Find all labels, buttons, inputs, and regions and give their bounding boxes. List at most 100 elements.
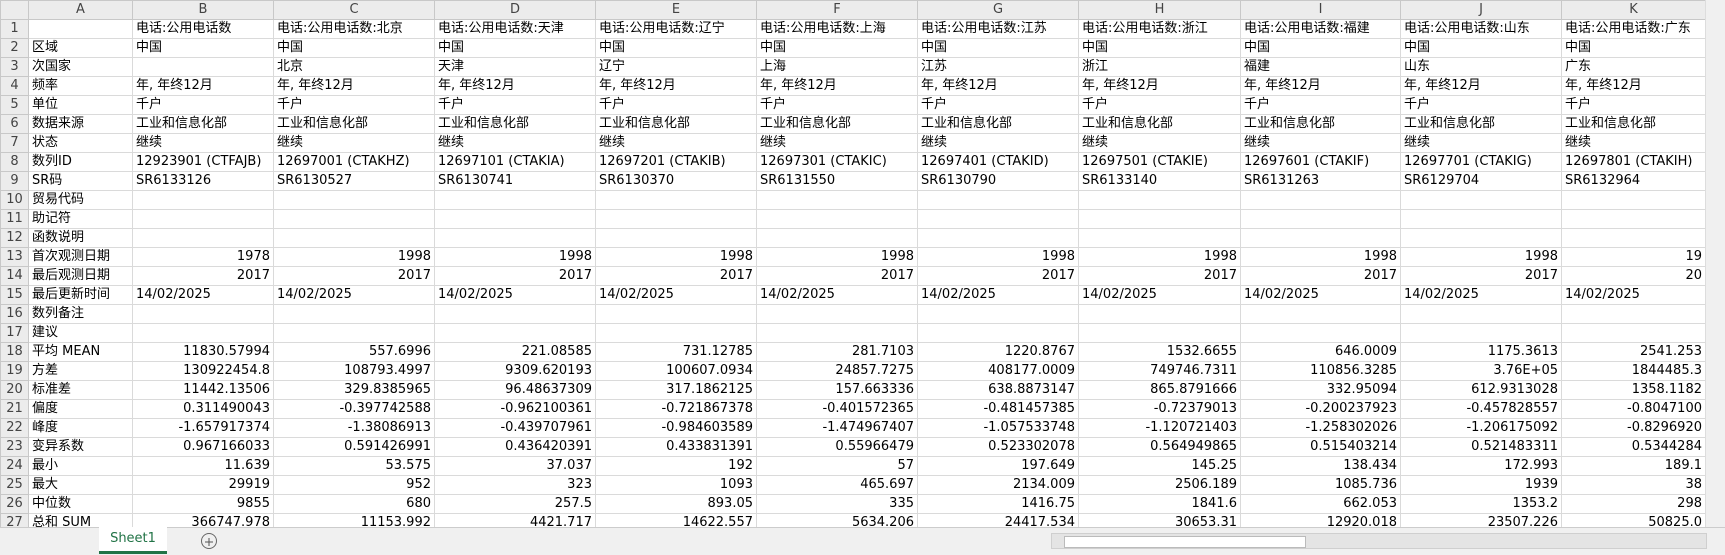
- cell[interactable]: 2017: [595, 266, 757, 286]
- cell[interactable]: 年, 年终12月: [1240, 76, 1401, 96]
- cell[interactable]: -1.206175092: [1400, 418, 1562, 438]
- cell[interactable]: 山东: [1400, 57, 1562, 77]
- cell[interactable]: 612.9313028: [1400, 380, 1562, 400]
- cell[interactable]: 0.523302078: [917, 437, 1079, 457]
- cell[interactable]: -1.657917374: [132, 418, 274, 438]
- cell[interactable]: 38: [1561, 475, 1705, 495]
- cell[interactable]: 108793.4997: [273, 361, 435, 381]
- cell[interactable]: [1400, 228, 1562, 248]
- cell[interactable]: 浙江: [1078, 57, 1241, 77]
- cell[interactable]: 172.993: [1400, 456, 1562, 476]
- column-header[interactable]: B: [132, 0, 274, 20]
- cell[interactable]: [132, 190, 274, 210]
- row-header[interactable]: 26: [0, 494, 29, 514]
- cell[interactable]: 工业和信息化部: [1561, 114, 1705, 134]
- cell[interactable]: 1358.1182: [1561, 380, 1705, 400]
- cell[interactable]: 继续: [273, 133, 435, 153]
- row-header[interactable]: 2: [0, 38, 29, 58]
- cell[interactable]: 工业和信息化部: [1240, 114, 1401, 134]
- cell[interactable]: 变异系数: [28, 437, 133, 457]
- cell[interactable]: 50825.0: [1561, 513, 1705, 527]
- cell[interactable]: 749746.7311: [1078, 361, 1241, 381]
- row-header[interactable]: 21: [0, 399, 29, 419]
- column-header[interactable]: H: [1078, 0, 1241, 20]
- vertical-scrollbar[interactable]: [1705, 0, 1725, 527]
- cell[interactable]: 893.05: [595, 494, 757, 514]
- cell[interactable]: [273, 209, 435, 229]
- cell[interactable]: 电话:公用电话数:江苏: [917, 19, 1079, 39]
- cell[interactable]: 11.639: [132, 456, 274, 476]
- cell[interactable]: SR6131263: [1240, 171, 1401, 191]
- cell[interactable]: 2017: [1240, 266, 1401, 286]
- cell[interactable]: 12697401 (CTAKID): [917, 152, 1079, 172]
- cell[interactable]: 2541.253: [1561, 342, 1705, 362]
- cell[interactable]: [917, 304, 1079, 324]
- cell[interactable]: 2134.009: [917, 475, 1079, 495]
- cell[interactable]: 0.515403214: [1240, 437, 1401, 457]
- cell[interactable]: 1532.6655: [1078, 342, 1241, 362]
- cell[interactable]: 中国: [1561, 38, 1705, 58]
- cell[interactable]: 千户: [273, 95, 435, 115]
- cell[interactable]: 千户: [917, 95, 1079, 115]
- cell[interactable]: [132, 57, 274, 77]
- cell[interactable]: 0.433831391: [595, 437, 757, 457]
- cell[interactable]: 工业和信息化部: [273, 114, 435, 134]
- cell[interactable]: 最大: [28, 475, 133, 495]
- cell[interactable]: 0.436420391: [434, 437, 596, 457]
- cell[interactable]: 中国: [434, 38, 596, 58]
- row-header[interactable]: 20: [0, 380, 29, 400]
- cell[interactable]: 197.649: [917, 456, 1079, 476]
- cell[interactable]: 电话:公用电话数:山东: [1400, 19, 1562, 39]
- cell[interactable]: 千户: [132, 95, 274, 115]
- cell[interactable]: 12697101 (CTAKIA): [434, 152, 596, 172]
- cell[interactable]: [917, 228, 1079, 248]
- cell[interactable]: 281.7103: [756, 342, 918, 362]
- cell[interactable]: 千户: [434, 95, 596, 115]
- cell[interactable]: 上海: [756, 57, 918, 77]
- cell[interactable]: 465.697: [756, 475, 918, 495]
- cell[interactable]: 继续: [1078, 133, 1241, 153]
- cell[interactable]: 1175.3613: [1400, 342, 1562, 362]
- cell[interactable]: 中国: [1240, 38, 1401, 58]
- cell[interactable]: SR6132964: [1561, 171, 1705, 191]
- cell[interactable]: 偏度: [28, 399, 133, 419]
- cell[interactable]: 千户: [1400, 95, 1562, 115]
- cell[interactable]: 1093: [595, 475, 757, 495]
- cell[interactable]: 平均 MEAN: [28, 342, 133, 362]
- cell[interactable]: 0.564949865: [1078, 437, 1241, 457]
- cell[interactable]: 4421.717: [434, 513, 596, 527]
- cell[interactable]: 366747.978: [132, 513, 274, 527]
- cell[interactable]: 680: [273, 494, 435, 514]
- cell[interactable]: 工业和信息化部: [1078, 114, 1241, 134]
- row-header[interactable]: 18: [0, 342, 29, 362]
- cell[interactable]: [434, 304, 596, 324]
- cell[interactable]: -0.8296920: [1561, 418, 1705, 438]
- cell[interactable]: 30653.31: [1078, 513, 1241, 527]
- cell[interactable]: [1078, 190, 1241, 210]
- cell[interactable]: 1841.6: [1078, 494, 1241, 514]
- cell[interactable]: [434, 209, 596, 229]
- row-header[interactable]: 17: [0, 323, 29, 343]
- cell[interactable]: 0.521483311: [1400, 437, 1562, 457]
- cell[interactable]: [1400, 190, 1562, 210]
- cell[interactable]: [1240, 209, 1401, 229]
- select-all-corner[interactable]: [0, 0, 29, 20]
- cell[interactable]: 中国: [132, 38, 274, 58]
- cell[interactable]: 次国家: [28, 57, 133, 77]
- row-header[interactable]: 19: [0, 361, 29, 381]
- cell[interactable]: 1998: [756, 247, 918, 267]
- cell[interactable]: 电话:公用电话数:辽宁: [595, 19, 757, 39]
- cell[interactable]: -1.120721403: [1078, 418, 1241, 438]
- cell[interactable]: 2017: [132, 266, 274, 286]
- cell[interactable]: 23507.226: [1400, 513, 1562, 527]
- cell[interactable]: 电话:公用电话数:浙江: [1078, 19, 1241, 39]
- add-sheet-button[interactable]: [201, 533, 217, 549]
- cell[interactable]: [1078, 323, 1241, 343]
- cell[interactable]: [595, 323, 757, 343]
- cell[interactable]: SR6133126: [132, 171, 274, 191]
- row-header[interactable]: 9: [0, 171, 29, 191]
- cell[interactable]: 年, 年终12月: [756, 76, 918, 96]
- cell[interactable]: 继续: [434, 133, 596, 153]
- cell[interactable]: 12697601 (CTAKIF): [1240, 152, 1401, 172]
- cell[interactable]: 332.95094: [1240, 380, 1401, 400]
